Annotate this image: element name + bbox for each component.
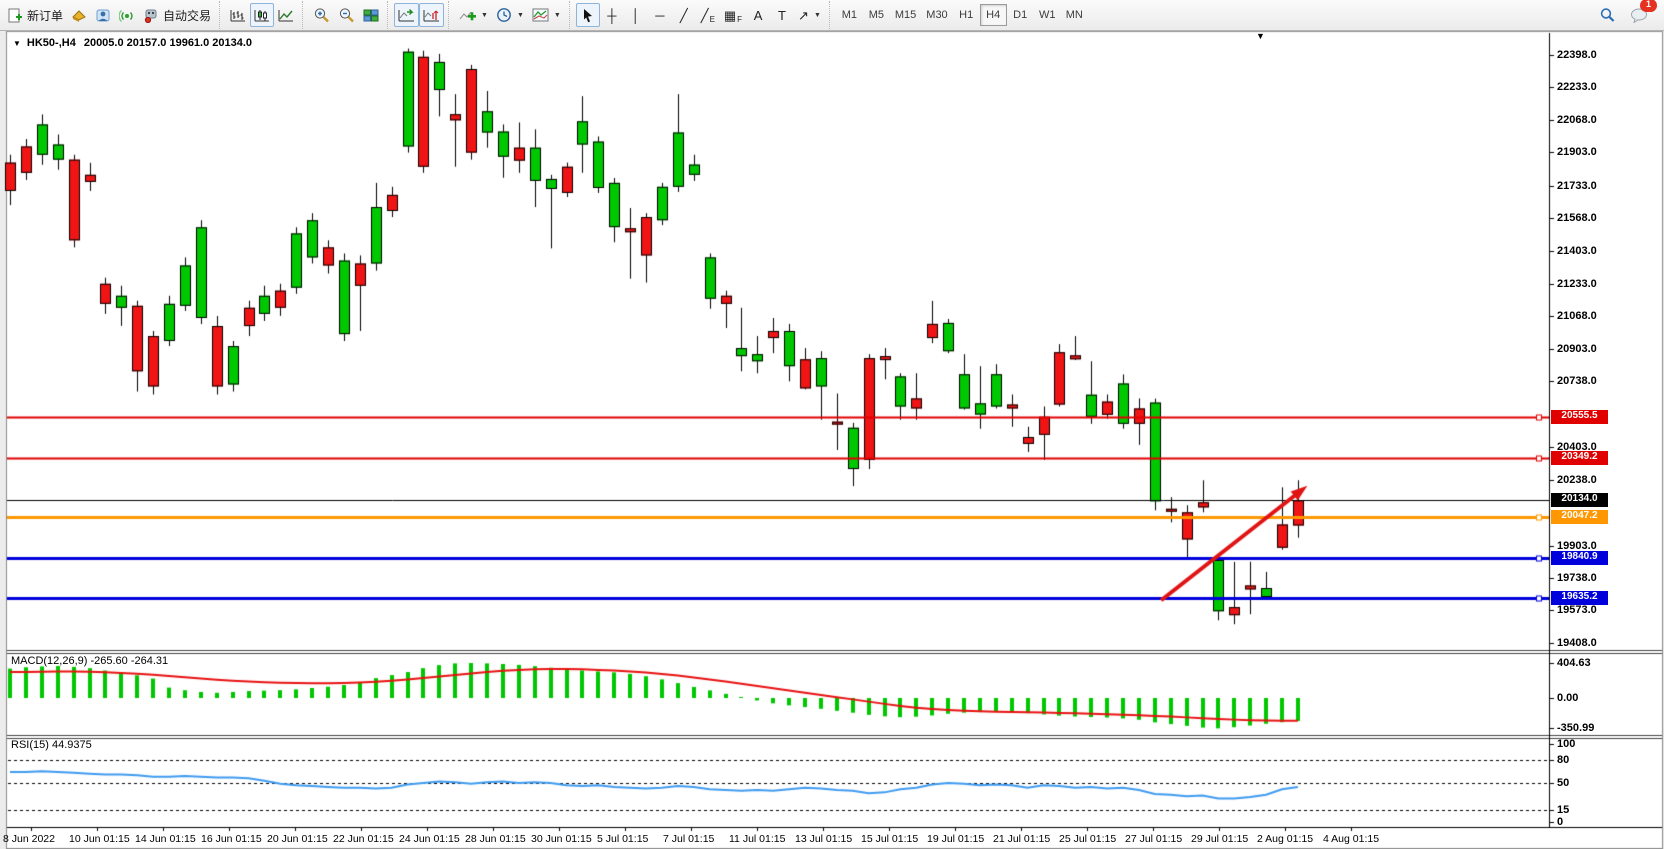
notification-badge: 1 <box>1640 0 1657 12</box>
arrows-tool-caret-icon: ▼ <box>813 11 821 19</box>
zoom-out-icon <box>339 8 354 23</box>
candlestick-chart-button[interactable] <box>250 3 275 27</box>
tile-windows-button[interactable] <box>359 3 383 27</box>
text-label-tool-icon: T <box>778 7 786 23</box>
community-icon <box>96 9 110 21</box>
fibonacci-tool-sub: F <box>737 14 743 24</box>
new-order-button[interactable]: 新订单 <box>4 3 67 27</box>
chart-shift-icon <box>423 9 440 21</box>
cursor-icon <box>583 8 592 22</box>
templates-icon <box>532 8 549 22</box>
broadcast-button[interactable] <box>115 3 139 27</box>
insert-group: ▼ ▼ ▼ <box>448 1 569 29</box>
timeframe-h1-button[interactable]: H1 <box>953 4 980 26</box>
auto-scroll-icon <box>398 8 415 21</box>
zoom-out-button[interactable] <box>334 3 359 27</box>
line-chart-icon <box>278 9 294 21</box>
timeframe-m30-button[interactable]: M30 <box>921 4 952 26</box>
equidistant-channel-tool[interactable]: ╱ E <box>696 3 720 27</box>
timeframe-m1-button[interactable]: M1 <box>836 4 863 26</box>
search-button[interactable] <box>1595 3 1620 27</box>
zoom-group <box>302 1 387 29</box>
chart-type-group <box>219 1 302 29</box>
templates-caret-icon: ▼ <box>553 11 561 19</box>
indicators-caret-icon: ▼ <box>481 11 488 19</box>
trendline-tool-icon: ╱ <box>679 7 688 23</box>
community-button[interactable] <box>91 3 115 27</box>
indicators-button[interactable]: ▼ <box>455 3 492 27</box>
autotrading-icon <box>144 9 157 23</box>
arrows-tool[interactable]: ↗ ▼ <box>794 3 825 27</box>
metaeditor-icon <box>72 10 86 22</box>
zoom-in-icon <box>314 8 329 23</box>
horizontal-line-tool[interactable]: ─ <box>648 3 672 27</box>
toolbar-right: 1 <box>1595 0 1662 27</box>
line-studies-group: ┼ │ ─ ╱ ╱ E ▦ F A T ↗ ▼ <box>568 1 829 29</box>
search-icon <box>1600 8 1615 22</box>
templates-button[interactable]: ▼ <box>528 3 565 27</box>
bar-chart-button[interactable] <box>226 3 250 27</box>
timeframes-group: M1 M5 M15 M30 H1 H4 D1 W1 MN <box>828 1 1092 29</box>
zoom-in-button[interactable] <box>309 3 334 27</box>
timeframe-m15-button[interactable]: M15 <box>890 4 921 26</box>
arrows-tool-icon: ↗ <box>798 7 809 23</box>
periods-caret-icon: ▼ <box>516 11 524 19</box>
scroll-group <box>387 1 448 29</box>
cursor-tool[interactable] <box>575 3 600 27</box>
candlestick-chart-icon <box>254 9 270 21</box>
line-chart-button[interactable] <box>274 3 298 27</box>
text-label-tool[interactable]: T <box>770 3 794 27</box>
vertical-line-tool-icon: │ <box>631 7 640 23</box>
periods-button[interactable]: ▼ <box>492 3 528 27</box>
chart-shift-button[interactable] <box>419 3 445 27</box>
clock-icon <box>497 8 511 22</box>
trade-toolbar-group: 新订单 自动交易 <box>2 1 219 29</box>
equidistant-channel-tool-sub: E <box>709 14 715 24</box>
notifications-button[interactable]: 1 <box>1626 0 1657 27</box>
horizontal-line-tool-icon: ─ <box>655 7 665 23</box>
broadcast-icon <box>119 9 133 22</box>
autotrading-label: 自动交易 <box>163 8 212 23</box>
timeframe-d1-button[interactable]: D1 <box>1007 4 1034 26</box>
timeframe-w1-button[interactable]: W1 <box>1034 4 1061 26</box>
main-toolbar: 新订单 自动交易 <box>0 0 1664 31</box>
crosshair-tool-icon: ┼ <box>607 7 617 23</box>
autotrading-button[interactable]: 自动交易 <box>139 3 215 27</box>
indicators-icon <box>459 11 477 20</box>
chat-bubble-icon <box>1631 8 1647 23</box>
equidistant-channel-tool-icon: ╱ <box>700 7 709 23</box>
new-order-icon <box>8 8 22 22</box>
crosshair-tool[interactable]: ┼ <box>600 3 624 27</box>
trendline-tool[interactable]: ╱ <box>672 3 696 27</box>
text-tool[interactable]: A <box>746 3 770 27</box>
timeframe-h4-button[interactable]: H4 <box>979 4 1007 26</box>
tile-windows-icon <box>363 9 379 21</box>
new-order-label: 新订单 <box>27 8 64 23</box>
auto-scroll-button[interactable] <box>394 3 420 27</box>
timeframe-mn-button[interactable]: MN <box>1061 4 1088 26</box>
metaeditor-button[interactable] <box>67 3 91 27</box>
timeframe-m5-button[interactable]: M5 <box>863 4 890 26</box>
fibonacci-tool-icon: ▦ <box>723 7 737 23</box>
vertical-line-tool[interactable]: │ <box>624 3 648 27</box>
bar-chart-icon <box>230 9 246 21</box>
fibonacci-tool[interactable]: ▦ F <box>720 3 746 27</box>
text-tool-icon: A <box>753 7 763 23</box>
